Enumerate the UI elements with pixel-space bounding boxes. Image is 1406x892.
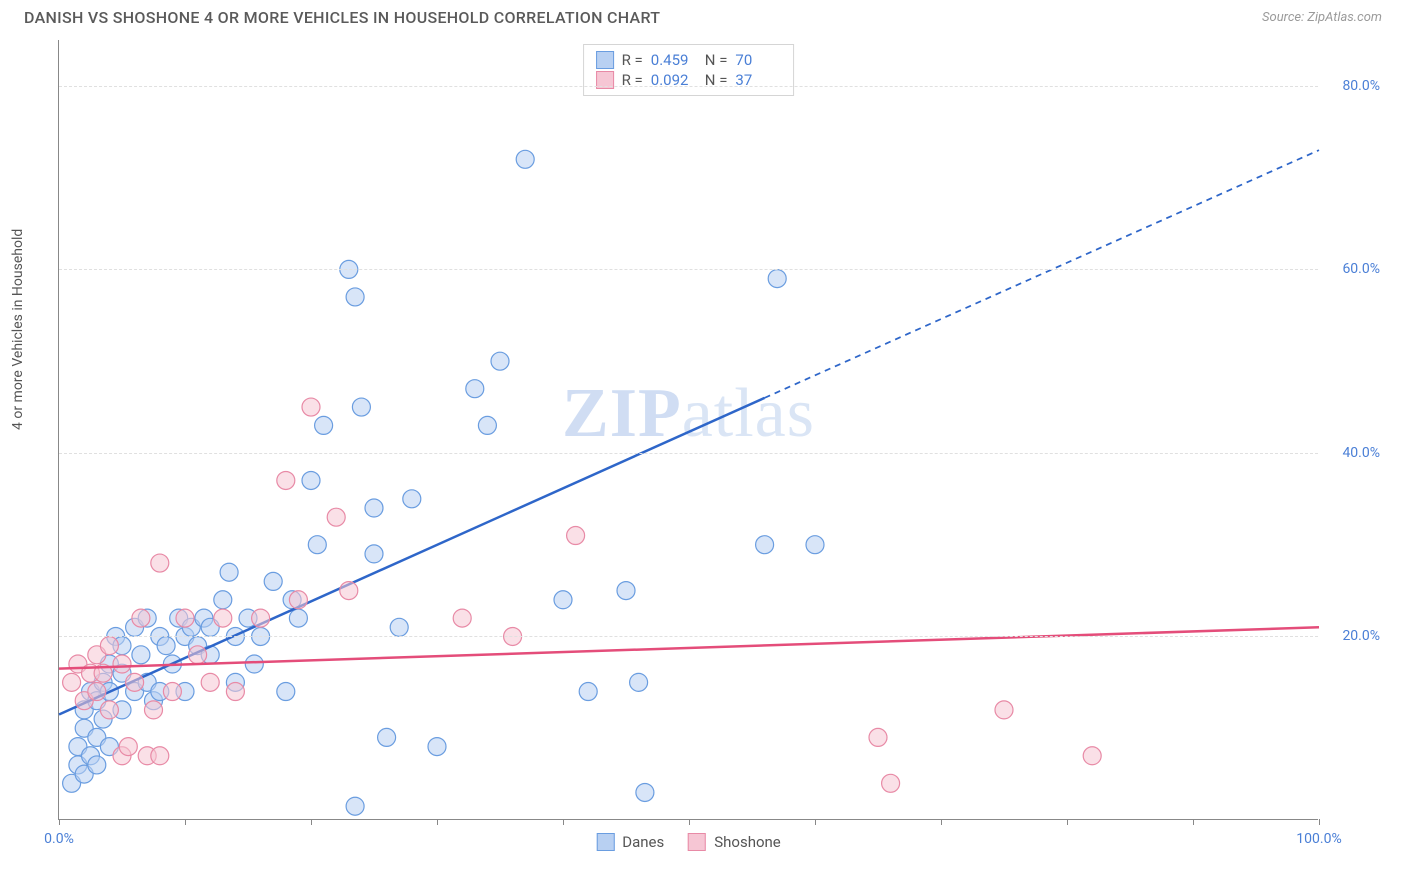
x-tick	[1067, 819, 1068, 825]
y-tick-label: 40.0%	[1342, 445, 1380, 461]
data-point	[346, 288, 364, 306]
data-point	[113, 655, 131, 673]
data-point	[277, 683, 295, 701]
data-point	[995, 701, 1013, 719]
y-tick-label: 60.0%	[1342, 261, 1380, 277]
gridline	[59, 636, 1318, 637]
data-point	[289, 609, 307, 627]
data-point	[478, 416, 496, 434]
data-point	[220, 563, 238, 581]
data-point	[100, 637, 118, 655]
data-point	[365, 499, 383, 517]
data-point	[302, 471, 320, 489]
data-point	[806, 536, 824, 554]
data-point	[365, 545, 383, 563]
data-point	[327, 508, 345, 526]
data-point	[302, 398, 320, 416]
data-point	[453, 609, 471, 627]
data-point	[126, 673, 144, 691]
data-point	[214, 591, 232, 609]
data-point	[264, 572, 282, 590]
swatch-danes-icon	[596, 833, 614, 851]
legend-item-shoshone: Shoshone	[688, 833, 781, 851]
data-point	[119, 738, 137, 756]
data-point	[151, 747, 169, 765]
regression-extrapolation	[765, 150, 1319, 398]
x-tick	[437, 819, 438, 825]
data-point	[151, 554, 169, 572]
x-tick	[59, 819, 60, 825]
data-point	[756, 536, 774, 554]
data-point	[88, 683, 106, 701]
y-axis-label: 4 or more Vehicles in Household	[10, 229, 26, 430]
x-tick-label: 100.0%	[1296, 831, 1341, 847]
x-tick	[689, 819, 690, 825]
data-point	[315, 416, 333, 434]
data-point	[201, 673, 219, 691]
gridline	[59, 453, 1318, 454]
regression-line	[59, 627, 1319, 668]
data-point	[567, 527, 585, 545]
data-point	[252, 609, 270, 627]
data-point	[176, 609, 194, 627]
x-tick-label: 0.0%	[44, 831, 74, 847]
y-tick-label: 20.0%	[1342, 628, 1380, 644]
gridline	[59, 86, 1318, 87]
x-tick	[311, 819, 312, 825]
data-point	[882, 774, 900, 792]
stats-row-danes: R = 0.459 N = 70	[596, 51, 782, 69]
data-point	[132, 646, 150, 664]
data-point	[630, 673, 648, 691]
x-tick	[1319, 819, 1320, 825]
data-point	[346, 797, 364, 815]
x-tick	[1193, 819, 1194, 825]
x-tick	[815, 819, 816, 825]
data-point	[226, 683, 244, 701]
data-point	[617, 582, 635, 600]
data-point	[1083, 747, 1101, 765]
legend: Danes Shoshone	[596, 833, 781, 851]
x-tick	[185, 819, 186, 825]
data-point	[403, 490, 421, 508]
data-point	[869, 728, 887, 746]
data-point	[491, 352, 509, 370]
y-tick-label: 80.0%	[1342, 78, 1380, 94]
swatch-shoshone-icon	[688, 833, 706, 851]
data-point	[189, 646, 207, 664]
data-point	[768, 270, 786, 288]
data-point	[378, 728, 396, 746]
gridline	[59, 269, 1318, 270]
data-point	[163, 683, 181, 701]
data-point	[214, 609, 232, 627]
x-tick	[563, 819, 564, 825]
data-point	[289, 591, 307, 609]
data-point	[466, 380, 484, 398]
x-tick	[941, 819, 942, 825]
data-point	[428, 738, 446, 756]
data-point	[308, 536, 326, 554]
data-point	[516, 150, 534, 168]
data-point	[352, 398, 370, 416]
legend-item-danes: Danes	[596, 833, 664, 851]
data-point	[390, 618, 408, 636]
data-point	[88, 756, 106, 774]
data-point	[145, 701, 163, 719]
scatter-svg	[59, 40, 1318, 819]
data-point	[63, 673, 81, 691]
data-point	[132, 609, 150, 627]
data-point	[554, 591, 572, 609]
source-label: Source: ZipAtlas.com	[1262, 10, 1382, 25]
data-point	[245, 655, 263, 673]
data-point	[157, 637, 175, 655]
chart-title: DANISH VS SHOSHONE 4 OR MORE VEHICLES IN…	[24, 8, 660, 27]
data-point	[277, 471, 295, 489]
swatch-danes-icon	[596, 51, 614, 69]
chart-plot-area: ZIPatlas R = 0.459 N = 70 R = 0.092 N = …	[58, 40, 1318, 820]
correlation-stats-box: R = 0.459 N = 70 R = 0.092 N = 37	[583, 44, 795, 96]
data-point	[100, 701, 118, 719]
data-point	[579, 683, 597, 701]
data-point	[636, 783, 654, 801]
data-point	[340, 582, 358, 600]
